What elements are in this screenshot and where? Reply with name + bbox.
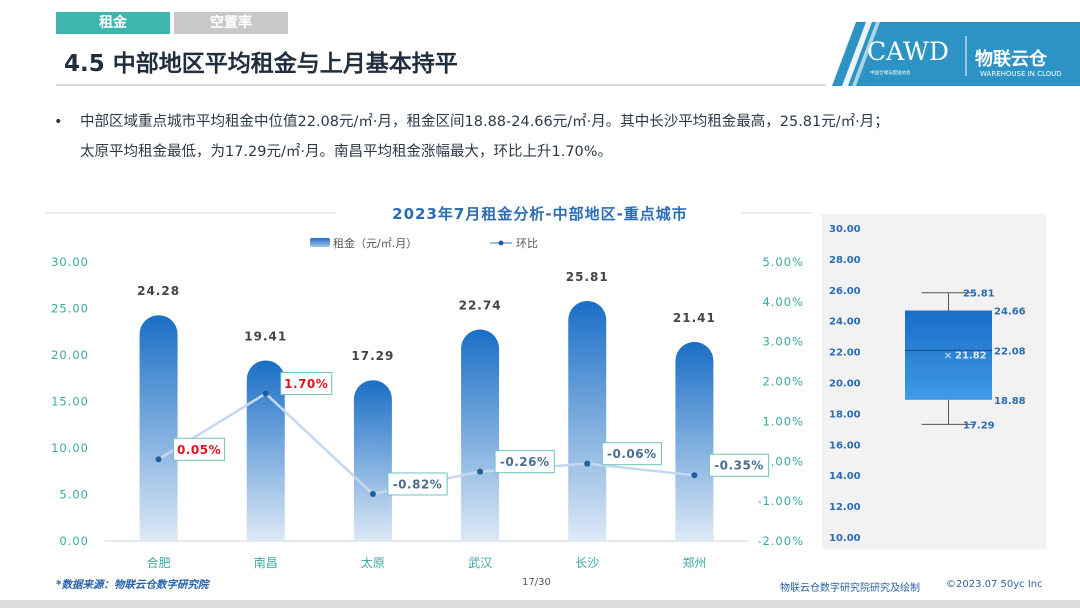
mom-label-box (387, 472, 448, 496)
mom-label-box (494, 450, 555, 474)
y-tick-left: 10.00 (51, 441, 89, 455)
summary-line-1: 中部区域重点城市平均租金中位值22.08元/㎡·月，租金区间18.88-24.6… (80, 114, 889, 130)
logo-cawd-text: CAWD (867, 37, 949, 66)
mom-point (262, 390, 269, 397)
mom-value-label: -0.35% (714, 459, 764, 473)
x-tick-label: 武汉 (468, 556, 492, 570)
data-source-note: *数据来源：物联云仓数字研究院 (56, 579, 209, 591)
page-number: 17/30 (522, 577, 551, 588)
bar-value-label: 19.41 (244, 329, 287, 343)
box-median-label: 22.08 (994, 346, 1026, 357)
y-tick-right: -2.00% (757, 534, 804, 548)
y-tick-left: 30.00 (51, 255, 89, 269)
mom-value-label: -0.26% (500, 455, 550, 469)
credit-text: 物联云仓数字研究院研究及绘制 (780, 583, 920, 594)
box-y-tick: 26.00 (829, 286, 861, 297)
summary-line-2: 太原平均租金最低，为17.29元/㎡·月。南昌平均租金涨幅最大，环比上升1.70… (80, 144, 613, 160)
box-y-tick: 22.00 (829, 348, 861, 359)
y-tick-right: 5.00% (762, 255, 804, 269)
box-y-tick: 18.00 (829, 409, 861, 420)
bullet-dot-icon: • (54, 114, 63, 130)
mom-label-box (601, 442, 662, 466)
box-max-label: 25.81 (963, 289, 995, 300)
credit-date: ©2023.07 50yc Inc (946, 579, 1043, 590)
x-tick-label: 郑州 (682, 555, 706, 570)
mom-value-label: -0.06% (607, 447, 657, 461)
box-y-tick: 24.00 (829, 317, 861, 328)
bar-value-label: 22.74 (459, 299, 502, 313)
y-tick-left: 0.00 (59, 534, 89, 548)
y-tick-right: 3.00% (762, 335, 804, 349)
y-tick-left: 20.00 (51, 348, 89, 362)
box-q1-label: 18.88 (994, 396, 1026, 407)
box-y-tick: 12.00 (829, 502, 861, 513)
y-tick-right: 4.00% (762, 295, 804, 309)
box-mean-marker: × (944, 350, 952, 361)
bar (246, 360, 285, 541)
box-y-tick: 14.00 (829, 471, 861, 482)
x-tick-label: 合肥 (147, 555, 171, 570)
x-tick-label: 太原 (361, 555, 385, 570)
box-q3-label: 24.66 (994, 307, 1026, 318)
box-mean-label: 21.82 (955, 350, 987, 361)
y-tick-left: 15.00 (51, 395, 89, 409)
logo-brand-subtext: WAREHOUSE IN CLOUD (980, 70, 1062, 78)
box-y-tick: 30.00 (829, 224, 861, 235)
section-tabs: 租金 空置率 (56, 12, 288, 34)
y-tick-right: 1.00% (762, 414, 804, 428)
box-y-tick: 10.00 (829, 533, 861, 544)
box-y-tick: 28.00 (829, 255, 861, 266)
mom-value-label: 0.05% (177, 443, 221, 457)
title-divider (56, 84, 826, 86)
y-tick-right: 0.00% (762, 454, 804, 468)
tab-rent[interactable]: 租金 (56, 12, 170, 34)
bar-value-label: 25.81 (566, 270, 609, 284)
legend-line-marker (498, 240, 504, 246)
box-y-tick: 16.00 (829, 440, 861, 451)
mom-point (691, 472, 698, 479)
box-min-label: 17.29 (963, 420, 995, 431)
bar (353, 380, 392, 541)
mom-value-label: -0.82% (393, 477, 443, 491)
legend-bar-swatch (310, 238, 330, 247)
mom-point (155, 456, 162, 463)
box-iqr (905, 310, 992, 400)
mom-label-box (173, 437, 226, 461)
mom-value-label: 1.70% (284, 377, 328, 391)
tab-vacancy[interactable]: 空置率 (174, 12, 288, 34)
bar (461, 329, 500, 541)
brand-logo: CAWD 中国仓储与配送协会 物联云仓 WAREHOUSE IN CLOUD (832, 22, 1080, 86)
bar (568, 300, 607, 541)
logo-brand-text: 物联云仓 (975, 48, 1048, 70)
legend-line-label: 环比 (516, 237, 538, 250)
bar-value-label: 17.29 (351, 349, 394, 363)
chart-title: 2023年7月租金分析-中部地区-重点城市 (392, 205, 688, 223)
y-tick-right: -1.00% (757, 494, 804, 508)
logo-cawd-subtext: 中国仓储与配送协会 (870, 69, 911, 76)
y-tick-left: 25.00 (51, 302, 89, 316)
bar (675, 341, 714, 541)
mom-point (584, 460, 591, 467)
box-chart: 10.00 12.00 14.00 16.00 18.00 20.00 22.00 24.00… (822, 214, 1046, 549)
box-y-tick: 20.00 (829, 379, 861, 390)
bar-value-label: 24.28 (137, 284, 180, 298)
mom-point (477, 468, 484, 475)
y-tick-right: 2.00% (762, 375, 804, 389)
summary-bullet: • 中部区域重点城市平均租金中位值22.08元/㎡·月，租金区间18.88-24… (54, 107, 1054, 167)
mom-label-box (708, 453, 770, 477)
mom-label-box (280, 372, 333, 396)
bar (139, 315, 178, 541)
x-tick-label: 长沙 (575, 556, 599, 570)
bottom-bar (0, 600, 1080, 608)
legend-bar-label: 租金（元/㎡.月） (333, 236, 417, 250)
bar-value-label: 21.41 (673, 311, 716, 325)
x-tick-label: 南昌 (254, 555, 278, 570)
page-title: 4.5 中部地区平均租金与上月基本持平 (64, 51, 458, 77)
y-tick-left: 5.00 (59, 488, 89, 502)
mom-point (369, 490, 376, 497)
